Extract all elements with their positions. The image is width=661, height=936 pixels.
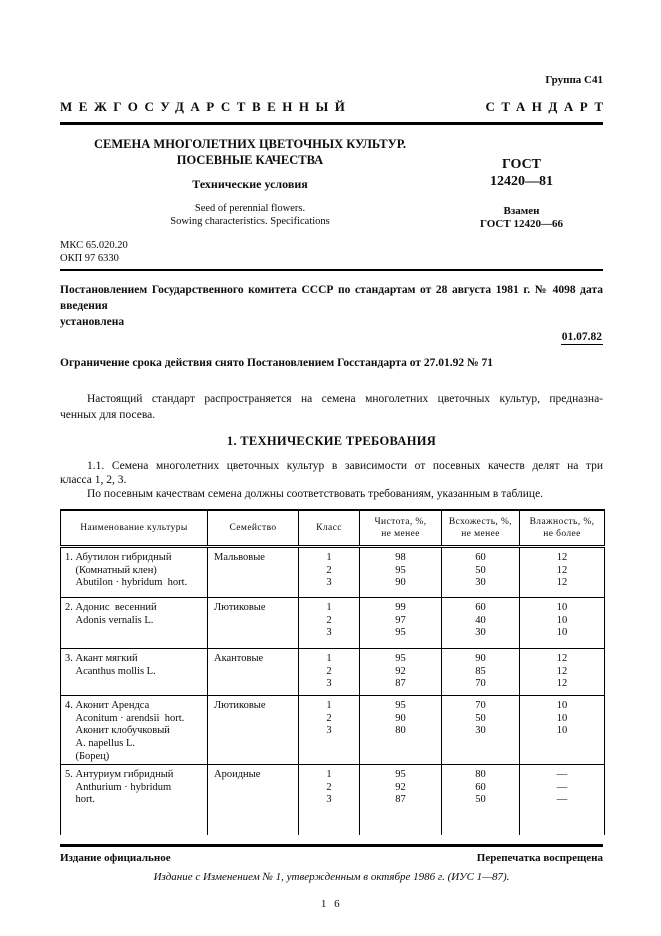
standard-type-word-interstate: МЕЖГОСУДАРСТВЕННЫЙ — [60, 99, 352, 114]
table-row: 3. Акант мягкий Acanthus mollis L. Акант… — [60, 648, 605, 696]
germination-cell: 60 40 30 — [441, 597, 520, 649]
effective-date-line: 01.07.82 — [60, 330, 603, 345]
classification-codes: МКС 65.020.20 ОКП 97 6330 — [60, 240, 603, 265]
group-code: Группа С41 — [545, 74, 603, 86]
replaces-number: ГОСТ 12420—66 — [480, 218, 563, 230]
column-header-germination: Всхожесть, %, не менее — [441, 510, 520, 548]
class-cell: 1 2 3 — [298, 597, 360, 649]
column-header-culture: Наименование культуры — [60, 510, 208, 548]
family-cell: Акантовые — [207, 648, 299, 696]
class-cell: 1 2 3 — [298, 648, 360, 696]
scope-line2: ченных для посева. — [60, 408, 156, 421]
family-cell: Лютиковые — [207, 597, 299, 649]
moisture-cell: 10 10 10 — [519, 695, 605, 765]
standard-type-header: МЕЖГОСУДАРСТВЕННЫЙ СТАНДАРТ — [60, 99, 603, 115]
footer-line: Издание официальное Перепечатка воспреще… — [60, 852, 603, 864]
section-1-heading: 1. ТЕХНИЧЕСКИЕ ТРЕБОВАНИЯ — [226, 434, 437, 448]
title-block: СЕМЕНА МНОГОЛЕТНИХ ЦВЕТОЧНЫХ КУЛЬТУР. ПО… — [60, 136, 440, 231]
standard-type-word-standard: СТАНДАРТ — [485, 99, 610, 114]
limitation-note: Ограничение срока действия снято Постано… — [60, 357, 493, 369]
family-cell: Ароидные — [207, 764, 299, 836]
culture-name-cell: 5. Антуриум гибридный Anthurium · hybrid… — [60, 764, 208, 836]
english-title-line1: Seed of perennial flowers. — [194, 203, 306, 214]
header-divider — [60, 122, 603, 125]
okp-code: ОКП 97 6330 — [60, 252, 119, 264]
replaces-label: Взамен — [503, 205, 540, 217]
purity-cell: 98 95 90 — [359, 546, 442, 598]
class-cell: 1 2 3 — [298, 764, 360, 836]
family-cell: Мальвовые — [207, 546, 299, 598]
purity-cell: 99 97 95 — [359, 597, 442, 649]
column-header-purity: Чистота, %, не менее — [359, 510, 442, 548]
purity-cell: 95 92 87 — [359, 764, 442, 836]
gost-label: ГОСТ — [501, 157, 542, 172]
document-title-line2: ПОСЕВНЫЕ КАЧЕСТВА — [176, 153, 324, 167]
germination-cell: 70 50 30 — [441, 695, 520, 765]
germination-cell: 80 60 50 — [441, 764, 520, 836]
table-header-row: Наименование культуры Семейство Класс Чи… — [60, 510, 605, 548]
table-row: 1. Абутилон гибридный (Комнатный клен) A… — [60, 546, 605, 598]
class-cell: 1 2 3 — [298, 695, 360, 765]
document-title-line1: СЕМЕНА МНОГОЛЕТНИХ ЦВЕТОЧНЫХ КУЛЬТУР. — [94, 137, 406, 151]
reprint-prohibited-label: Перепечатка воспрещена — [476, 851, 603, 864]
germination-cell: 60 50 30 — [441, 546, 520, 598]
gost-number-value: 12420—81 — [490, 174, 553, 189]
class-cell: 1 2 3 — [298, 546, 360, 598]
page-content: Группа С41 МЕЖГОСУДАРСТВЕННЫЙ СТАНДАРТ С… — [60, 74, 605, 910]
english-title-line2: Sowing characteristics. Specifications — [170, 215, 330, 227]
moisture-cell: 12 12 12 — [519, 648, 605, 696]
scope-line1: Настоящий стандарт распространяется на с… — [87, 393, 603, 405]
moisture-cell: 10 10 10 — [519, 597, 605, 649]
purity-cell: 95 92 87 — [359, 648, 442, 696]
clause-1-1: 1.1. Семена многолетних цветочных культу… — [60, 460, 603, 501]
column-header-family: Семейство — [207, 510, 299, 548]
gost-number: ГОСТ 12420—81 — [440, 156, 603, 190]
germination-cell: 90 85 70 — [441, 648, 520, 696]
purity-cell: 95 90 80 — [359, 695, 442, 765]
decree-line2: установлена — [60, 316, 125, 328]
clause-1-1-line2: класса 1, 2, 3. — [60, 473, 127, 486]
family-cell: Лютиковые — [207, 695, 299, 765]
standard-number-block: ГОСТ 12420—81 Взамен ГОСТ 12420—66 — [440, 136, 603, 231]
document-subtitle: Технические условия — [192, 177, 308, 191]
scope-paragraph: Настоящий стандарт распространяется на с… — [60, 392, 603, 423]
moisture-cell: 12 12 12 — [519, 546, 605, 598]
culture-name-cell: 2. Адонис весенний Adonis vernalis L. — [60, 597, 208, 649]
decree-section: Постановлением Государственного комитета… — [60, 282, 603, 371]
moisture-cell: — — — — [519, 764, 605, 836]
culture-name-cell: 3. Акант мягкий Acanthus mollis L. — [60, 648, 208, 696]
decree-line1: Постановлением Государственного комитета… — [60, 284, 603, 312]
requirements-table: Наименование культуры Семейство Класс Чи… — [60, 509, 605, 836]
mks-code: МКС 65.020.20 — [60, 240, 128, 251]
official-edition-label: Издание официальное — [60, 851, 171, 864]
amendment-note: Издание с Изменением № 1, утвержденным в… — [153, 870, 510, 883]
effective-date: 01.07.82 — [560, 331, 603, 345]
table-row: 2. Адонис весенний Adonis vernalis L. Лю… — [60, 597, 605, 649]
column-header-moisture: Влажность, %, не более — [519, 510, 605, 548]
title-section: СЕМЕНА МНОГОЛЕТНИХ ЦВЕТОЧНЫХ КУЛЬТУР. ПО… — [60, 136, 603, 231]
page-number: 1 6 — [320, 897, 343, 910]
english-title: Seed of perennial flowers. Sowing charac… — [60, 203, 440, 228]
replaces-note: Взамен ГОСТ 12420—66 — [440, 205, 603, 231]
clause-1-1-line3: По посевным качествам семена должны соот… — [87, 487, 544, 500]
culture-name-cell: 1. Абутилон гибридный (Комнатный клен) A… — [60, 546, 208, 598]
codes-divider — [60, 269, 603, 271]
table-row: 5. Антуриум гибридный Anthurium · hybrid… — [60, 764, 605, 836]
table-row: 4. Аконит Арендса Aconitum · arendsii ho… — [60, 695, 605, 765]
column-header-class: Класс — [298, 510, 360, 548]
culture-name-cell: 4. Аконит Арендса Aconitum · arendsii ho… — [60, 695, 208, 765]
footer-divider — [60, 844, 603, 847]
clause-1-1-line1: 1.1. Семена многолетних цветочных культу… — [87, 460, 603, 472]
